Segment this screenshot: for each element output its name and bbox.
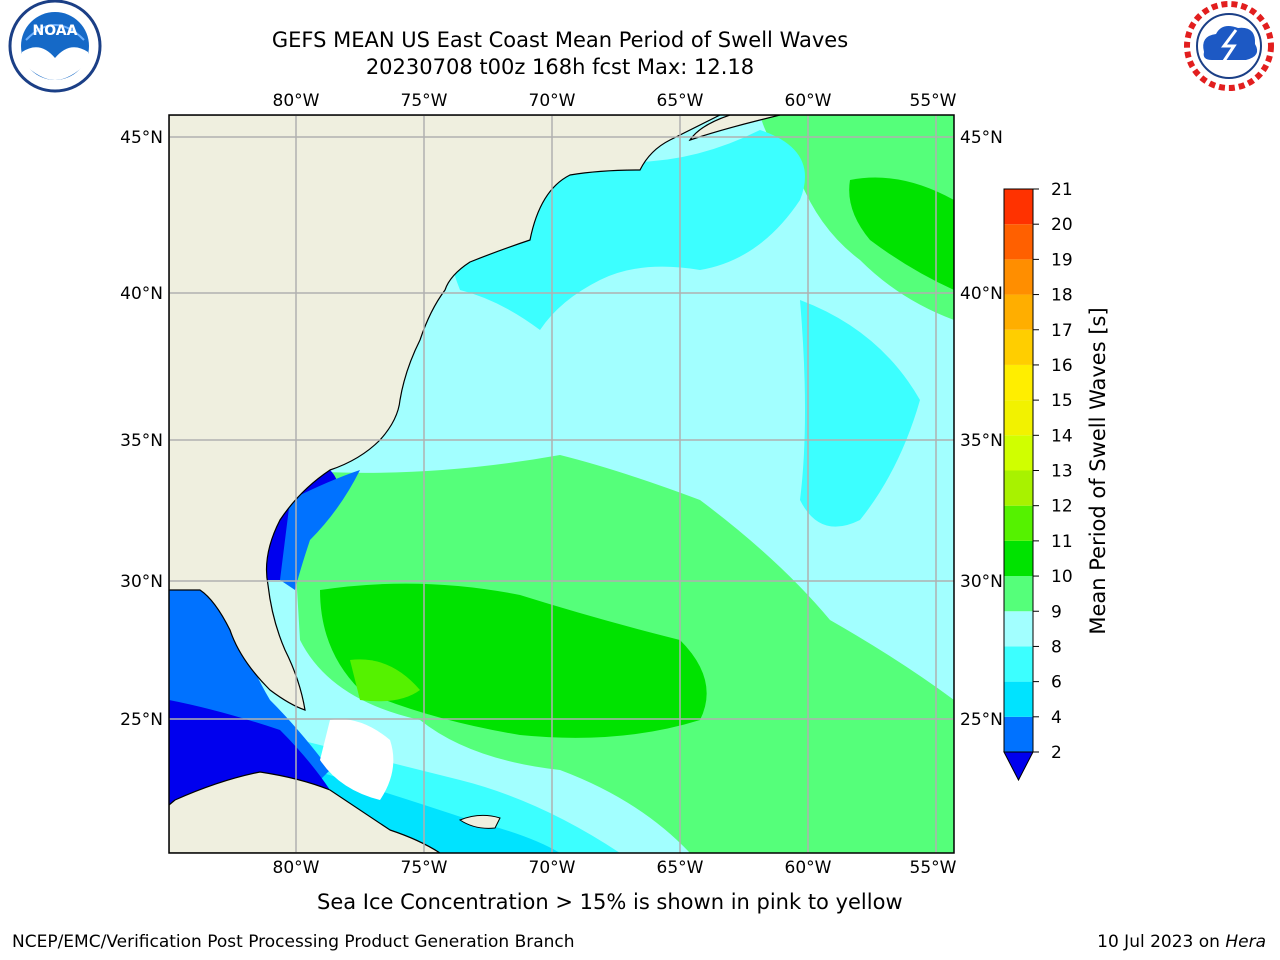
lon-tick-bottom-80: 80°W bbox=[273, 858, 320, 878]
lat-tick-right-30: 30°N bbox=[960, 572, 1003, 592]
colorbar-segment bbox=[1004, 435, 1033, 471]
lat-tick-right-25: 25°N bbox=[960, 710, 1003, 730]
colorbar-extend-triangle bbox=[1003, 751, 1034, 782]
lon-tick-top-55: 55°W bbox=[910, 91, 957, 111]
lon-tick-top-60: 60°W bbox=[785, 91, 832, 111]
colorbar-segment bbox=[1004, 611, 1033, 647]
colorbar-tick-label: 16 bbox=[1051, 356, 1073, 376]
land-hispaniola bbox=[458, 814, 501, 829]
nws-logo-icon bbox=[1183, 0, 1275, 92]
lon-tick-top-70: 70°W bbox=[529, 91, 576, 111]
lon-tick-bottom-70: 70°W bbox=[529, 858, 576, 878]
swell-band-core bbox=[320, 583, 707, 738]
colorbar-segment bbox=[1004, 576, 1033, 612]
lon-ticks-bottom: 80°W 75°W 70°W 65°W 60°W 55°W bbox=[273, 858, 957, 878]
colorbar-segment bbox=[1004, 646, 1033, 682]
lat-ticks-right: 45°N 40°N 35°N 30°N 25°N bbox=[960, 128, 1003, 730]
colorbar-tick-label: 21 bbox=[1051, 180, 1073, 200]
colorbar-segment bbox=[1004, 189, 1033, 225]
colorbar-tick-label: 11 bbox=[1051, 532, 1073, 552]
caption: Sea Ice Concentration > 15% is shown in … bbox=[317, 890, 903, 914]
lat-tick-left-45: 45°N bbox=[120, 128, 163, 148]
colorbar-segment bbox=[1004, 400, 1033, 436]
colorbar-tick-label: 9 bbox=[1051, 602, 1062, 622]
colorbar-tick-label: 17 bbox=[1051, 321, 1073, 341]
colorbar-tick-label: 18 bbox=[1051, 286, 1073, 306]
colorbar-segment bbox=[1004, 505, 1033, 541]
colorbar-tick-label: 10 bbox=[1051, 567, 1073, 587]
lat-tick-left-35: 35°N bbox=[120, 431, 163, 451]
land-nova-scotia bbox=[688, 115, 781, 142]
footer-date-text: 10 Jul 2023 on bbox=[1097, 932, 1226, 952]
colorbar-tick-label: 4 bbox=[1051, 708, 1062, 728]
colorbar-tick-label: 13 bbox=[1051, 462, 1073, 482]
noaa-logo-text: NOAA bbox=[33, 23, 78, 39]
graticule bbox=[169, 115, 954, 853]
footer-credit: NCEP/EMC/Verification Post Processing Pr… bbox=[12, 932, 575, 952]
colorbar-segment bbox=[1004, 259, 1033, 295]
colorbar-tick-label: 8 bbox=[1051, 637, 1062, 657]
lon-tick-bottom-75: 75°W bbox=[401, 858, 448, 878]
lat-tick-left-40: 40°N bbox=[120, 284, 163, 304]
lon-tick-bottom-60: 60°W bbox=[785, 858, 832, 878]
colorbar-segment bbox=[1004, 716, 1033, 752]
colorbar-label: Mean Period of Swell Waves [s] bbox=[1086, 307, 1110, 634]
colorbar-segment bbox=[1004, 294, 1033, 330]
colorbar-tick-label: 19 bbox=[1051, 250, 1073, 270]
lat-tick-left-25: 25°N bbox=[120, 710, 163, 730]
colorbar-segment bbox=[1004, 681, 1033, 717]
colorbar-tick-label: 20 bbox=[1051, 215, 1073, 235]
lat-ticks-left: 45°N 40°N 35°N 30°N 25°N bbox=[120, 128, 163, 730]
lat-tick-right-40: 40°N bbox=[960, 284, 1003, 304]
colorbar-tick-label: 15 bbox=[1051, 391, 1073, 411]
lon-tick-top-65: 65°W bbox=[657, 91, 704, 111]
lat-tick-right-35: 35°N bbox=[960, 431, 1003, 451]
swell-band-lime bbox=[350, 659, 420, 702]
swell-mid-cyan bbox=[800, 300, 920, 527]
land-us-east bbox=[169, 115, 721, 711]
footer-host: Hera bbox=[1225, 932, 1266, 952]
colorbar-segment bbox=[1004, 224, 1033, 260]
noaa-logo-icon: NOAA bbox=[8, 0, 102, 93]
colorbar: 2 4 6 8 9 10 11 12 13 14 15 16 17 18 19 20 21 bbox=[1003, 180, 1073, 782]
colorbar-segment bbox=[1004, 470, 1033, 506]
map-panel: 80°W 75°W 70°W 65°W 60°W 55°W 80°W 75°W … bbox=[120, 91, 1003, 878]
lat-tick-left-30: 30°N bbox=[120, 572, 163, 592]
colorbar-segment bbox=[1004, 540, 1033, 577]
colorbar-segment bbox=[1004, 364, 1033, 401]
lon-ticks-top: 80°W 75°W 70°W 65°W 60°W 55°W bbox=[273, 91, 957, 111]
lon-tick-bottom-55: 55°W bbox=[910, 858, 957, 878]
land-cuba bbox=[169, 771, 442, 853]
swell-coast-blue bbox=[280, 470, 360, 590]
swell-ne-core bbox=[849, 177, 954, 290]
lon-tick-bottom-65: 65°W bbox=[657, 858, 704, 878]
colorbar-segment bbox=[1004, 329, 1033, 365]
colorbar-tick-label: 6 bbox=[1051, 673, 1062, 693]
lon-tick-top-80: 80°W bbox=[273, 91, 320, 111]
lon-tick-top-75: 75°W bbox=[401, 91, 448, 111]
swell-bahamas-white bbox=[320, 719, 394, 800]
map-title: GEFS MEAN US East Coast Mean Period of S… bbox=[271, 28, 849, 52]
colorbar-tick-label: 12 bbox=[1051, 497, 1073, 517]
colorbar-tick-label: 2 bbox=[1051, 743, 1062, 763]
colorbar-tick-label: 14 bbox=[1051, 426, 1073, 446]
lat-tick-right-45: 45°N bbox=[960, 128, 1003, 148]
footer-date: 10 Jul 2023 on Hera bbox=[1097, 932, 1266, 952]
map-subtitle: 20230708 t00z 168h fcst Max: 12.18 bbox=[365, 55, 755, 79]
